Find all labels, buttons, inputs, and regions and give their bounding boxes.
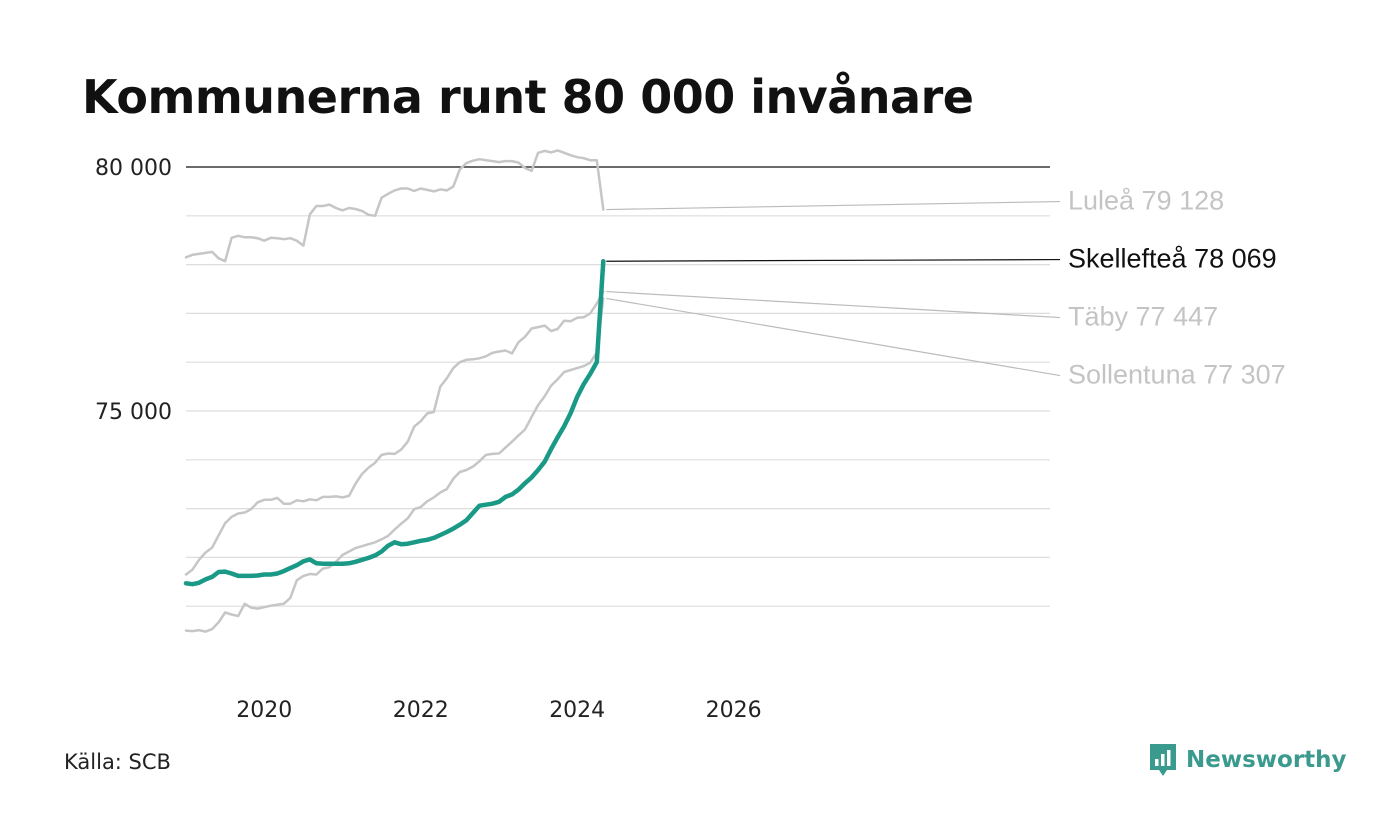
- y-tick-label: 75 000: [95, 400, 172, 425]
- x-tick-label: 2020: [236, 698, 292, 723]
- series-end-label: Luleå 79 128: [1068, 186, 1224, 216]
- gridlines: [186, 166, 1050, 607]
- series-line-luleå: [184, 149, 605, 263]
- series-end-label: Täby 77 447: [1068, 302, 1218, 332]
- brand-logo[interactable]: Newsworthy: [1148, 742, 1347, 778]
- source-note: Källa: SCB: [64, 750, 171, 774]
- series-line-sollentuna: [184, 297, 605, 633]
- series-line-täby: [184, 290, 605, 576]
- label-connector: [606, 258, 1061, 262]
- x-tick-label: 2024: [549, 698, 605, 723]
- x-axis-labels: 2020 2022 2024 2026: [236, 698, 761, 723]
- y-tick-label: 80 000: [95, 156, 172, 181]
- y-axis-labels: 80 000 75 000: [95, 156, 172, 425]
- series-line-skellefteå: [183, 258, 606, 587]
- series-lines: [183, 149, 606, 633]
- label-connector: [606, 297, 1061, 377]
- series-end-label: Sollentuna 77 307: [1068, 360, 1286, 390]
- chart-title: Kommunerna runt 80 000 invånare: [82, 70, 974, 124]
- label-connector: [606, 290, 1061, 319]
- label-connector: [606, 200, 1061, 211]
- brand-name: Newsworthy: [1186, 747, 1347, 773]
- x-tick-label: 2026: [706, 698, 762, 723]
- series-end-labels: Luleå 79 128 Skellefteå 78 069 Täby 77 447…: [606, 186, 1286, 390]
- x-tick-label: 2022: [393, 698, 449, 723]
- newsworthy-logo-icon: [1150, 744, 1176, 776]
- series-end-label: Skellefteå 78 069: [1068, 244, 1277, 274]
